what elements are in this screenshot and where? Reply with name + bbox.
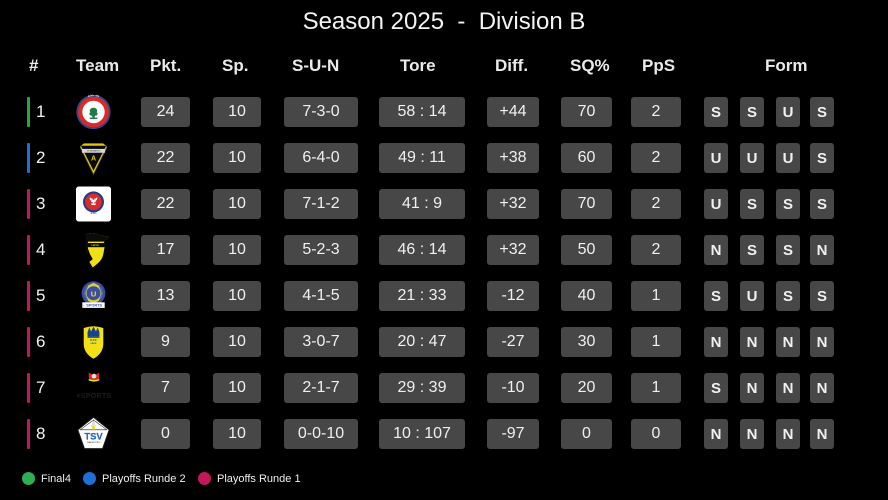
svg-text:UNION: UNION [91, 343, 97, 345]
svg-text:K.FC: K.FC [90, 338, 97, 342]
svg-text:LEIPZIG: LEIPZIG [92, 245, 100, 247]
svg-text:SPORT: SPORT [90, 213, 97, 215]
svg-text:TSV: TSV [84, 431, 103, 442]
svg-text:A: A [91, 155, 96, 162]
svg-text:SPORTS: SPORTS [86, 304, 102, 308]
svg-text:U: U [91, 289, 97, 298]
